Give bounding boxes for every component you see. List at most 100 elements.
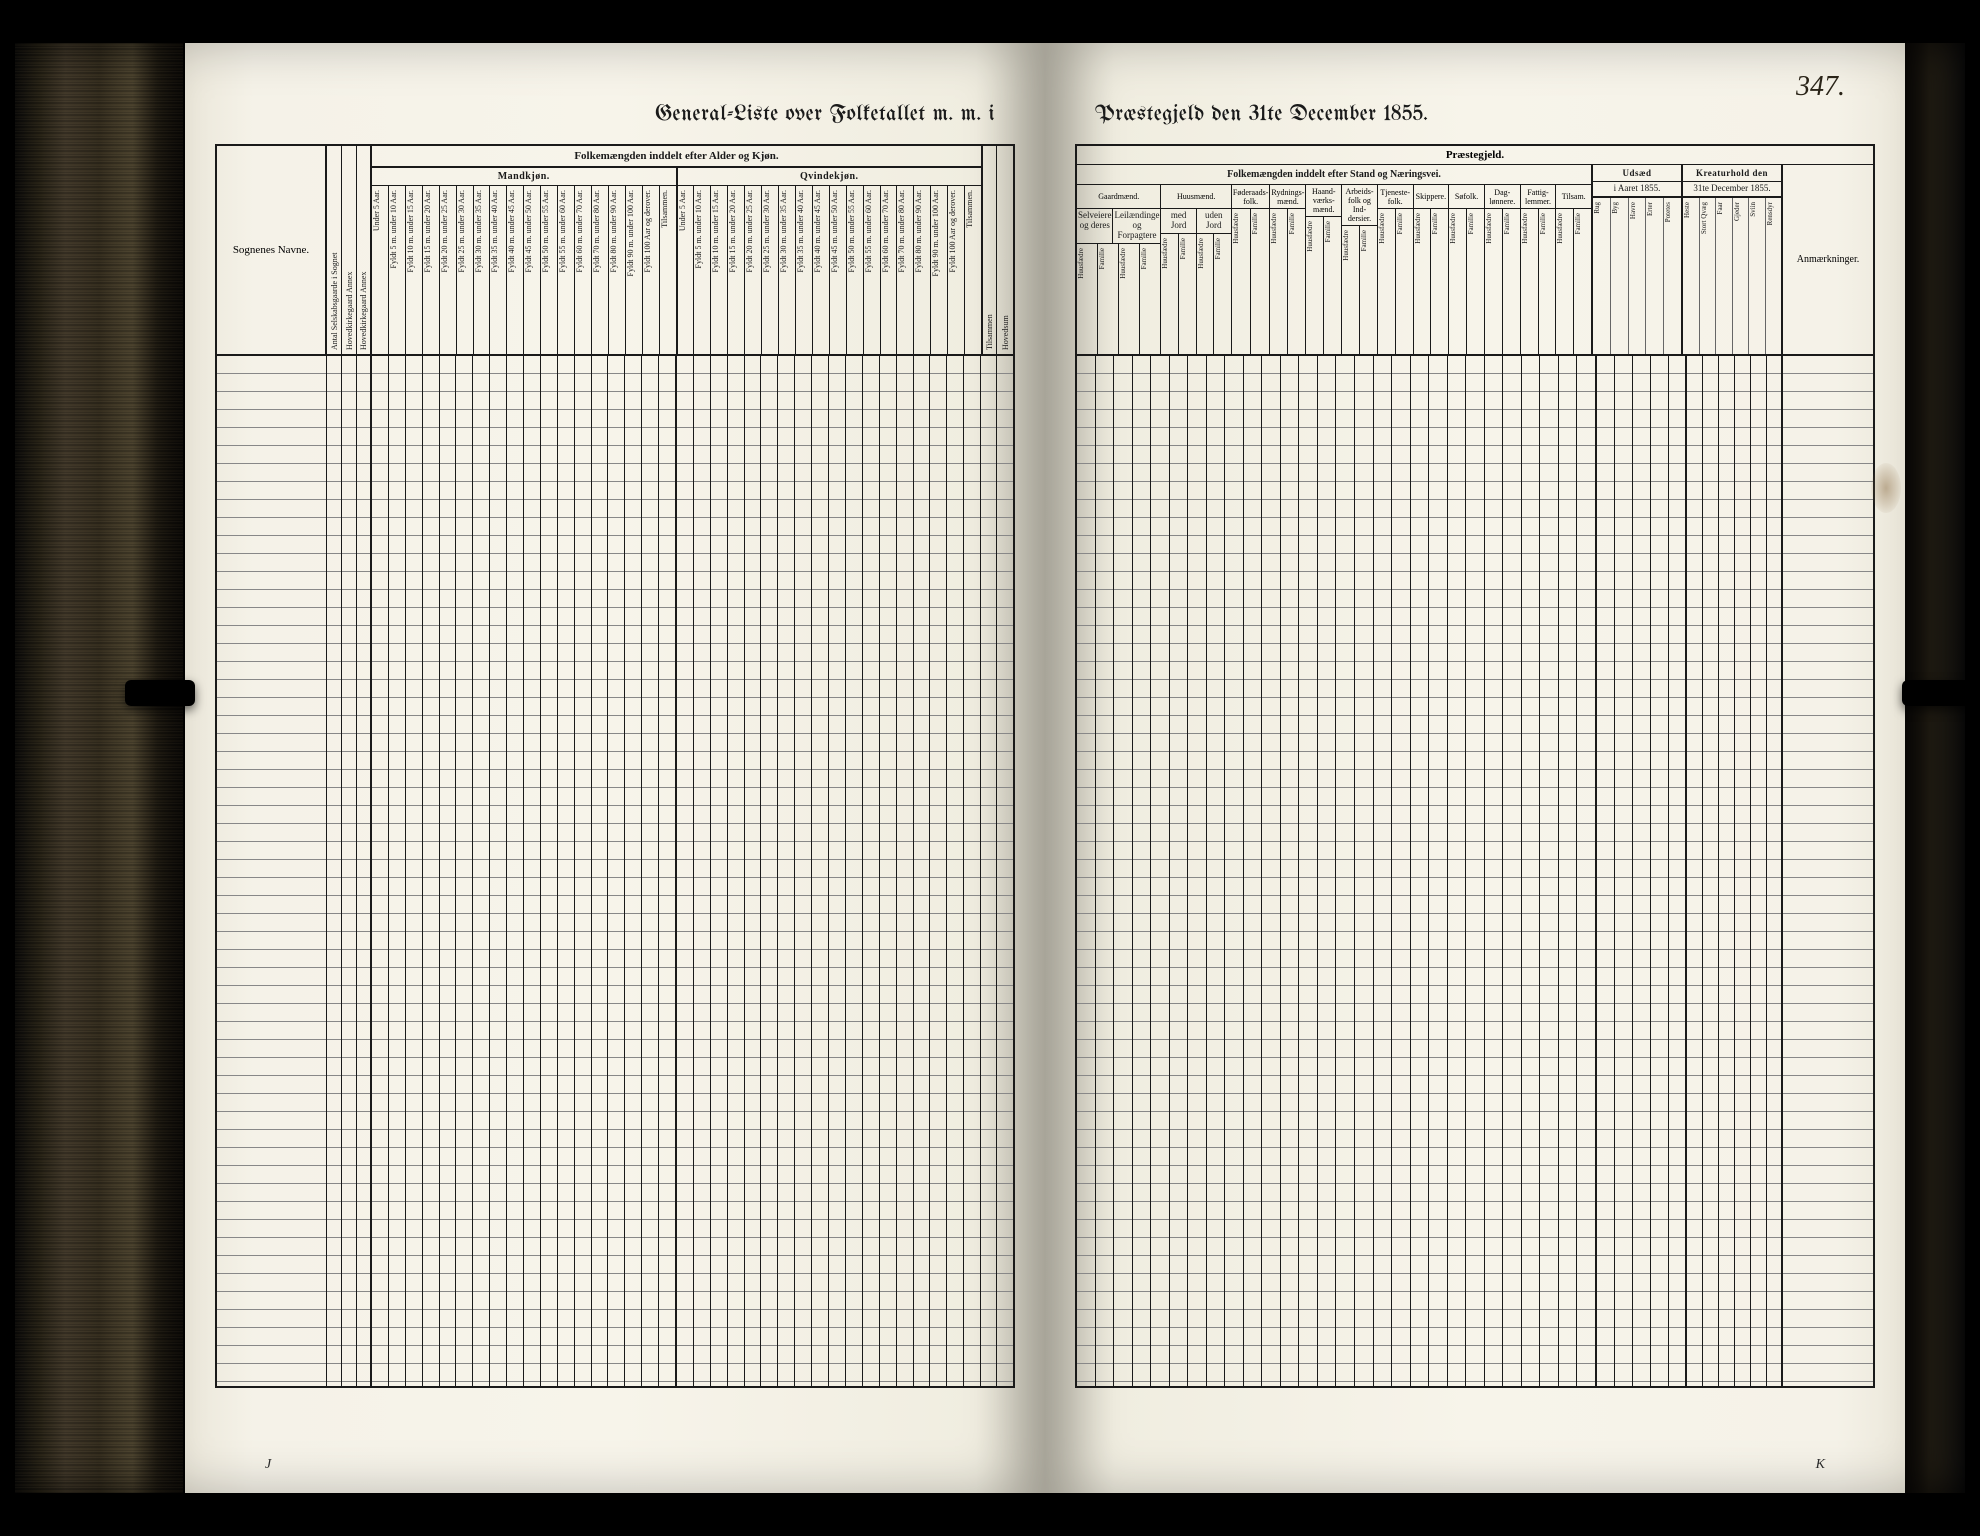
age-col: Fyldt 30 m. under 35 Aar.	[779, 186, 796, 354]
stand-group: Fattig- lemmer.HuusfædreFamilie	[1521, 185, 1557, 354]
age-col: Fyldt 50 m. under 55 Aar.	[541, 186, 558, 354]
mandkjon-age-cols: Under 5 Aar. Fyldt 5 m. under 10 Aar. Fyld…	[372, 186, 676, 354]
age-label: Fyldt 10 m. under 15 Aar.	[406, 186, 415, 276]
col-sum-1: Tilsammen	[981, 146, 997, 354]
age-col: Fyldt 60 m. under 70 Aar.	[575, 186, 592, 354]
age-label: Fyldt 20 m. under 25 Aar.	[745, 186, 754, 276]
stand-group-label: Tilsam.	[1556, 185, 1591, 209]
age-label: Fyldt 5 m. under 10 Aar.	[694, 186, 703, 272]
age-label: Fyldt 70 m. under 80 Aar.	[592, 186, 601, 276]
book-spine-left	[15, 43, 185, 1493]
header-stand: Folkemængden inddelt efter Stand og Næri…	[1077, 165, 1591, 185]
col-narrow-3: Hovedkirkegaard Annex	[357, 146, 372, 354]
group-qvindekjon: Qvindekjøn. Under 5 Aar.Fyldt 5 m. under…	[678, 168, 982, 354]
stand-group: Arbeids- folk og Ind- dersier.HuusfædreF…	[1342, 185, 1378, 354]
age-label: Fyldt 15 m. under 20 Aar.	[728, 186, 737, 276]
age-label: Fyldt 80 m. under 90 Aar.	[609, 186, 618, 276]
stand-group-label: Tjeneste- folk.	[1378, 185, 1413, 209]
age-label: Fyldt 45 m. under 50 Aar.	[830, 186, 839, 276]
age-label: Fyldt 90 m. under 100 Aar.	[626, 186, 635, 280]
age-label: Fyldt 40 m. under 45 Aar.	[507, 186, 516, 276]
book-spine-right	[1905, 43, 1965, 1493]
age-col: Fyldt 40 m. under 45 Aar.	[507, 186, 524, 354]
page-spread: General-Liste over Folketallet m. m. i S…	[185, 43, 1905, 1493]
age-col: Fyldt 70 m. under 80 Aar.	[592, 186, 609, 354]
age-label: Fyldt 50 m. under 55 Aar.	[847, 186, 856, 276]
label-mandkjon: Mandkjøn.	[372, 168, 676, 186]
sub-kretur: 31te December 1855.	[1683, 182, 1781, 197]
header-alder-kjon: Folkemængden inddelt efter Alder og Kjøn…	[372, 146, 981, 167]
group-stand-naering: Folkemængden inddelt efter Stand og Næri…	[1077, 165, 1593, 354]
stand-group: Gaardmænd.Selveiere og deresLeilændinge …	[1077, 185, 1161, 354]
stand-group: Skippere.HuusfædreFamilie	[1414, 185, 1450, 354]
age-col: Fyldt 55 m. under 60 Aar.	[558, 186, 575, 354]
age-col: Fyldt 15 m. under 20 Aar.	[423, 186, 440, 354]
stand-group-label: Gaardmænd.	[1077, 185, 1160, 209]
stand-group-label: Rydnings- mænd.	[1270, 185, 1305, 209]
page-number: 347.	[1796, 71, 1845, 103]
age-col: Fyldt 90 m. under 100 Aar.	[626, 186, 643, 354]
age-label: Fyldt 30 m. under 35 Aar.	[474, 186, 483, 276]
age-label: Fyldt 40 m. under 45 Aar.	[813, 186, 822, 276]
age-label: Fyldt 100 Aar og derover.	[643, 186, 652, 276]
col-narrow-2: Hovedkirkegaard Annex	[342, 146, 357, 354]
group-udsad: Udsæd i Aaret 1855. RugBygHavreErterPote…	[1593, 165, 1683, 354]
sub-udsad: i Aaret 1855.	[1593, 182, 1681, 197]
age-col: Fyldt 20 m. under 25 Aar.	[745, 186, 762, 354]
stand-group: Føderaads- folk.HuusfædreFamilie	[1232, 185, 1271, 354]
table-right: Præstegjeld. Folkemængden inddelt efter …	[1075, 144, 1875, 1388]
page-right: 347. Præstegjeld den 31te December 1855.…	[1045, 43, 1905, 1493]
qvindekjon-age-cols: Under 5 Aar.Fyldt 5 m. under 10 Aar. Fyld…	[678, 186, 982, 354]
age-col: Fyldt 45 m. under 50 Aar.	[830, 186, 847, 354]
group-mandkjon: Mandkjøn. Under 5 Aar. Fyldt 5 m. under 1…	[372, 168, 678, 354]
age-col: Fyldt 100 Aar og derover.	[948, 186, 965, 354]
age-label: Fyldt 60 m. under 70 Aar.	[881, 186, 890, 276]
age-col: Fyldt 70 m. under 80 Aar.	[897, 186, 914, 354]
age-col: Fyldt 90 m. under 100 Aar.	[931, 186, 948, 354]
age-col: Fyldt 35 m. under 40 Aar.	[490, 186, 507, 354]
age-col: Fyldt 30 m. under 35 Aar.	[474, 186, 491, 354]
age-label: Fyldt 30 m. under 35 Aar.	[779, 186, 788, 276]
age-label: Fyldt 25 m. under 30 Aar.	[762, 186, 771, 276]
age-label: Fyldt 35 m. under 40 Aar.	[796, 186, 805, 276]
table-right-body	[1077, 356, 1873, 1386]
age-label: Fyldt 55 m. under 60 Aar.	[558, 186, 567, 276]
age-col: Fyldt 25 m. under 30 Aar.	[457, 186, 474, 354]
header-praestegjeld: Præstegjeld.	[1077, 146, 1873, 165]
age-label: Fyldt 80 m. under 90 Aar.	[914, 186, 923, 276]
stand-group: Huusmænd.med Jorduden JordHuusfædreFamil…	[1161, 185, 1231, 354]
age-col: Fyldt 80 m. under 90 Aar.	[609, 186, 626, 354]
stand-group-label: Huusmænd.	[1161, 185, 1230, 209]
age-col: Fyldt 10 m. under 15 Aar.	[406, 186, 423, 354]
age-col: Under 5 Aar.	[678, 186, 695, 354]
col-folke-group: Folkemængden inddelt efter Alder og Kjøn…	[372, 146, 981, 354]
stand-group-label: Søfolk.	[1449, 185, 1484, 209]
title-right: Præstegjeld den 31te December 1855.	[1075, 103, 1875, 126]
age-label: Fyldt 55 m. under 60 Aar.	[864, 186, 873, 276]
age-col: Fyldt 45 m. under 50 Aar.	[524, 186, 541, 354]
age-label: Fyldt 90 m. under 100 Aar.	[931, 186, 940, 280]
age-col: Tilsammen.	[965, 186, 981, 354]
age-label: Fyldt 5 m. under 10 Aar.	[389, 186, 398, 272]
age-col: Fyldt 60 m. under 70 Aar.	[881, 186, 898, 354]
page-left: General-Liste over Folketallet m. m. i S…	[185, 43, 1045, 1493]
title-left: General-Liste over Folketallet m. m. i	[215, 103, 1015, 126]
age-label: Fyldt 10 m. under 15 Aar.	[711, 186, 720, 276]
age-label: Fyldt 15 m. under 20 Aar.	[423, 186, 432, 276]
age-label: Fyldt 70 m. under 80 Aar.	[897, 186, 906, 276]
age-label: Under 5 Aar.	[372, 186, 381, 235]
binder-clip-left	[125, 680, 195, 706]
table-right-header: Præstegjeld. Folkemængden inddelt efter …	[1077, 146, 1873, 356]
age-col: Fyldt 100 Aar og derover.	[643, 186, 660, 354]
age-col: Fyldt 5 m. under 10 Aar.	[389, 186, 406, 354]
age-col: Fyldt 5 m. under 10 Aar.	[694, 186, 711, 354]
age-label: Fyldt 45 m. under 50 Aar.	[524, 186, 533, 276]
age-col: Fyldt 80 m. under 90 Aar.	[914, 186, 931, 354]
stand-group-label: Føderaads- folk.	[1232, 185, 1270, 209]
stand-group: Tjeneste- folk.HuusfædreFamilie	[1378, 185, 1414, 354]
label-qvindekjon: Qvindekjøn.	[678, 168, 982, 186]
table-left-body	[217, 356, 1013, 1386]
stand-group-label: Fattig- lemmer.	[1521, 185, 1556, 209]
udsad-cols: RugBygHavreErterPotetes	[1593, 197, 1681, 354]
age-label: Tilsammen.	[965, 186, 974, 232]
